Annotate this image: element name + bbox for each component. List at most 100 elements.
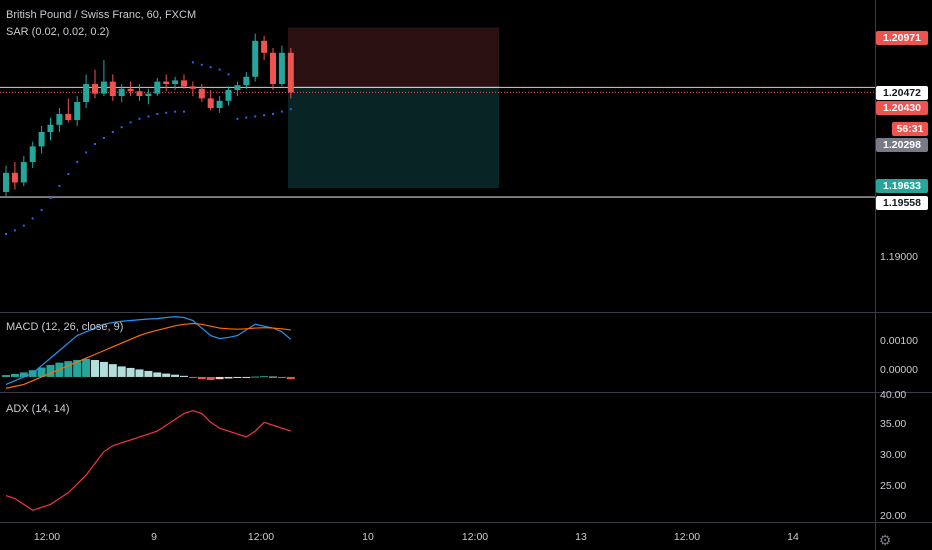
candle-body (207, 98, 214, 108)
candle-body (278, 52, 285, 84)
sar-dot (58, 185, 61, 187)
adx-legend[interactable]: ADX (14, 14) (6, 403, 70, 415)
candle-body (216, 100, 223, 108)
gear-icon[interactable]: ⚙ (878, 532, 892, 548)
macd-histogram-bar (224, 376, 233, 379)
sar-dot (147, 115, 150, 118)
candle-body (56, 114, 63, 125)
macd-histogram-bar (2, 375, 10, 377)
pane-divider-adx[interactable] (0, 392, 932, 393)
macd-histogram-bar (188, 376, 197, 378)
macd-tick: 0.00000 (880, 364, 918, 376)
sar-dot (236, 117, 239, 120)
line-price-tag: 1.19558 (876, 196, 928, 210)
macd-histogram-bar (99, 361, 108, 377)
candle-body (47, 124, 54, 132)
candle-body (252, 40, 259, 77)
macd-histogram-bar (277, 376, 286, 378)
candle-body (136, 91, 143, 96)
candle-body (38, 132, 45, 147)
candle-body (287, 52, 294, 93)
candle-body (92, 84, 98, 94)
time-axis-divider (0, 522, 932, 523)
price-axis-border (875, 0, 876, 550)
macd-histogram-bar (117, 366, 126, 377)
candle-body (3, 172, 9, 192)
macd-line (5, 316, 292, 386)
sar-dot (129, 121, 132, 124)
adx-tick: 25.00 (880, 480, 907, 492)
candle-body (154, 81, 161, 94)
sar-dot (263, 114, 266, 117)
time-label: 12:00 (461, 531, 489, 543)
countdown-tag: 56:31 (892, 122, 928, 136)
candle-body (20, 162, 27, 183)
candle-body (163, 81, 170, 84)
sar-dot (254, 115, 257, 118)
candle-body (100, 81, 107, 94)
macd-histogram-bar (73, 360, 82, 377)
price-chart[interactable] (0, 0, 875, 550)
candle-body (65, 114, 72, 120)
macd-histogram-bar (82, 358, 91, 377)
macd-histogram-bar (269, 376, 277, 378)
macd-histogram-bar (251, 376, 260, 378)
macd-histogram-bar (260, 376, 269, 378)
pane-divider-macd[interactable] (0, 312, 932, 313)
time-label: 13 (575, 531, 587, 543)
time-label: 12:00 (33, 531, 61, 543)
sar-dot (85, 151, 88, 154)
sar-dot (218, 68, 221, 71)
macd-histogram-bar (215, 376, 224, 380)
macd-histogram-bar (162, 373, 171, 377)
sar-dot (280, 110, 283, 113)
macd-histogram-bar (153, 372, 162, 377)
sar-dot (31, 217, 34, 220)
candle-body (109, 81, 116, 96)
entry-price-tag: 1.20472 (876, 86, 928, 100)
macd-histogram-bar (64, 361, 73, 377)
sar-dot (200, 63, 203, 66)
sar-dot (183, 110, 185, 113)
candle-body (127, 88, 134, 92)
candle-body (11, 172, 18, 183)
candle-body (145, 93, 152, 96)
macd-histogram-bar (108, 364, 117, 377)
macd-histogram-bar (10, 373, 19, 377)
sar-dot (5, 233, 7, 235)
sar-dot (94, 143, 96, 145)
sar-dot (289, 108, 292, 111)
time-label: 12:00 (247, 531, 275, 543)
sar-dot (102, 137, 105, 139)
candle-body (225, 90, 232, 101)
candle-body (189, 86, 196, 89)
macd-histogram-bar (19, 372, 28, 377)
sar-dot (13, 229, 16, 232)
sar-dot (111, 131, 114, 133)
adx-tick: 30.00 (880, 449, 907, 461)
candle-body (243, 76, 250, 86)
sar-dot (76, 161, 79, 163)
candle-body (234, 85, 241, 90)
adx-tick: 40.00 (880, 389, 907, 401)
candle-body (29, 146, 36, 162)
time-label: 10 (362, 531, 374, 543)
sar-dot (209, 66, 212, 69)
macd-histogram-bar (197, 376, 206, 380)
adx-tick: 35.00 (880, 418, 907, 430)
macd-legend[interactable]: MACD (12, 26, close, 9) (6, 321, 124, 333)
sar-dot (156, 113, 159, 115)
macd-histogram-bar (242, 376, 251, 378)
symbol-title[interactable]: British Pound / Swiss Franc, 60, FXCM (6, 9, 197, 21)
macd-histogram-bar (126, 367, 135, 377)
sar-dot (272, 113, 274, 115)
sar-dot (22, 224, 25, 227)
sar-dot (165, 111, 168, 114)
sar-legend[interactable]: SAR (0.02, 0.02, 0.2) (6, 26, 110, 38)
sar-dot (67, 173, 70, 175)
sar-dot (49, 197, 52, 199)
target-price-tag: 1.19633 (876, 179, 928, 193)
target-zone (288, 87, 499, 189)
candle-body (261, 40, 268, 53)
time-label: 9 (151, 531, 157, 543)
